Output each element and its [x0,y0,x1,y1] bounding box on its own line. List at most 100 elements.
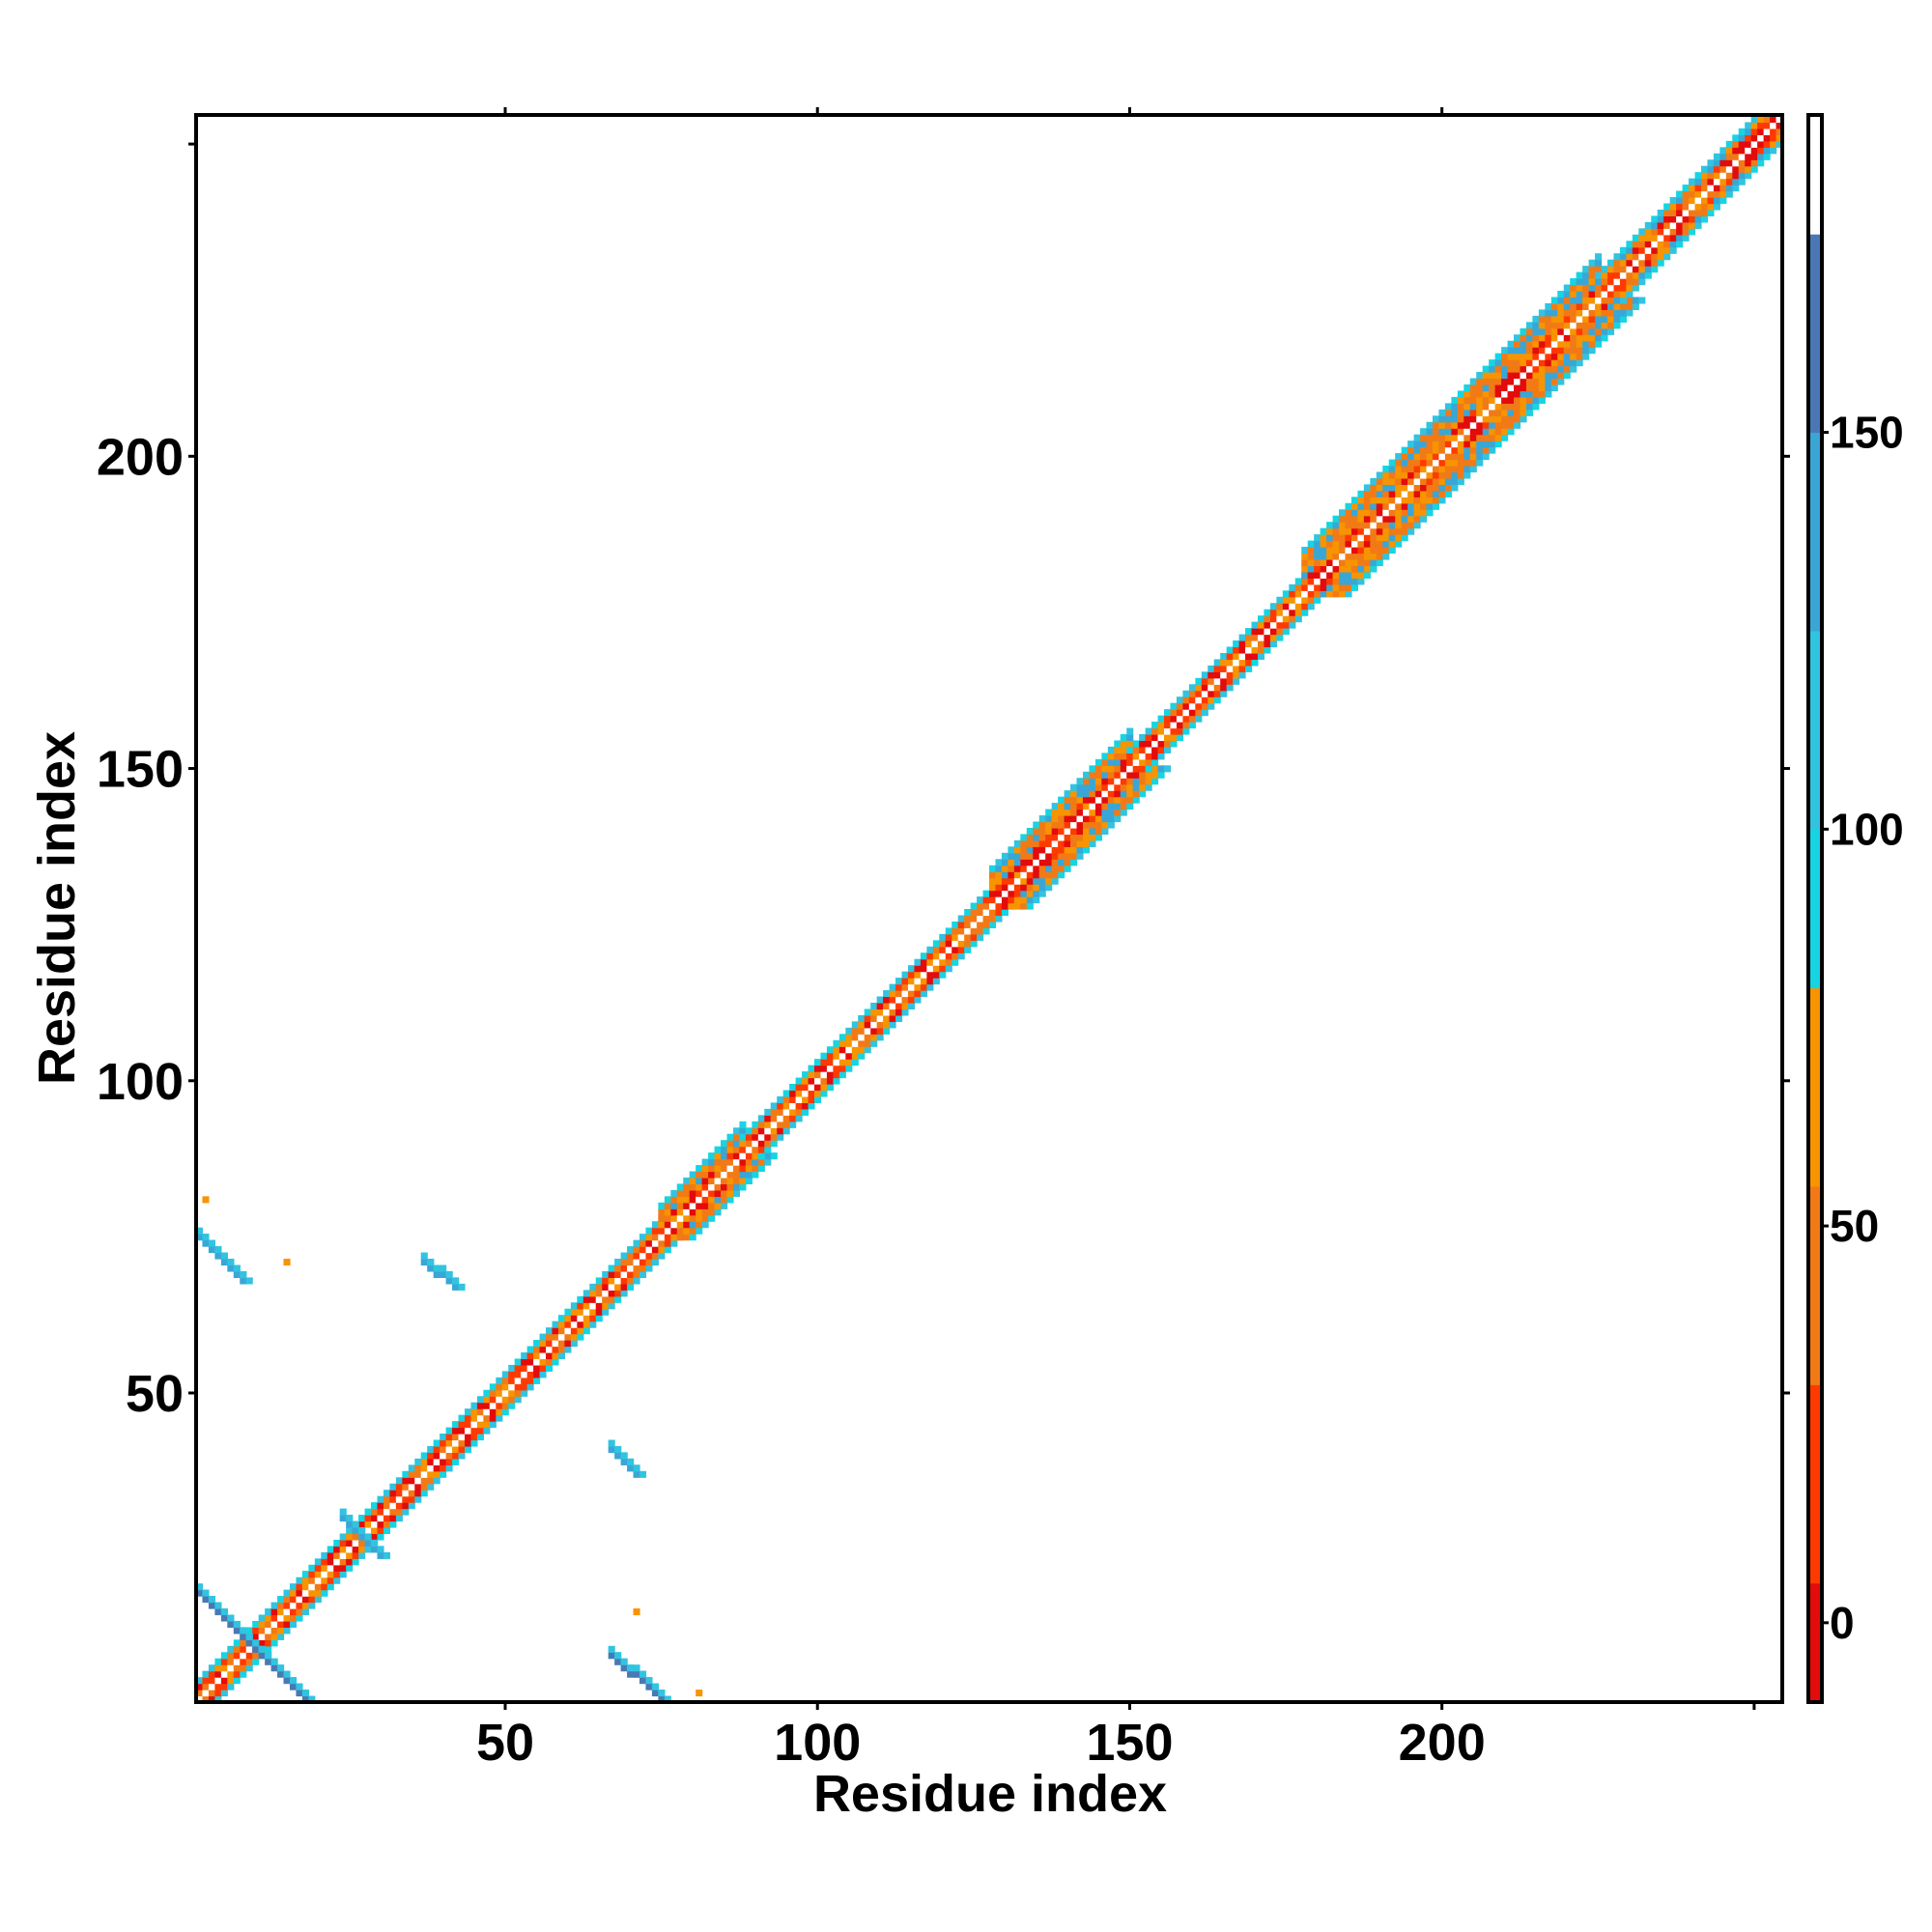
heatmap-cell [1170,722,1178,729]
heatmap-cell [1051,809,1059,816]
heatmap-cell [1689,190,1696,198]
heatmap-cell [1407,446,1415,454]
heatmap-cell [301,1596,309,1604]
heatmap-cell [782,1127,790,1135]
heatmap-cell [683,1196,691,1204]
heatmap-cell [1601,266,1608,273]
heatmap-cell [1432,453,1440,461]
heatmap-cell [664,1227,671,1235]
heatmap-cell [1520,409,1527,416]
heatmap-cell [1457,459,1464,467]
heatmap-cell [1613,297,1621,304]
heatmap-cell [1588,259,1596,267]
heatmap-cell [476,1414,484,1422]
heatmap-cell [433,1452,440,1460]
heatmap-cell [1413,522,1421,529]
heatmap-cell [1776,134,1783,142]
heatmap-cell [952,927,959,935]
heatmap-cell [377,1526,384,1535]
heatmap-cell [1164,727,1172,735]
heatmap-cell [1469,396,1477,404]
heatmap-cell [1201,690,1208,697]
heatmap-cell [939,965,947,973]
heatmap-cell [1182,715,1190,723]
heatmap-cell [296,1577,303,1584]
heatmap-cell [739,1177,747,1185]
heatmap-cell [1501,428,1509,436]
heatmap-cell [1157,740,1165,748]
heatmap-cell [445,1464,453,1472]
contact-cell [620,1664,628,1672]
contact-cell [614,1658,622,1665]
heatmap-cell [1525,347,1534,355]
heatmap-cell [876,1034,884,1041]
heatmap-cell [1644,234,1652,242]
heatmap-cell [1576,347,1583,355]
heatmap-cell [1350,509,1358,517]
heatmap-cell [1595,291,1603,298]
contact-cell [208,1239,215,1247]
heatmap-cell [1619,259,1627,267]
heatmap-cell [1732,172,1740,180]
heatmap-cell [1651,266,1659,273]
heatmap-cell [1507,372,1515,380]
heatmap-cell [752,1146,759,1153]
heatmap-cell [1606,302,1615,310]
heatmap-cell [358,1551,366,1559]
heatmap-cell [570,1302,578,1310]
heatmap-cell [1420,502,1428,510]
heatmap-cell [252,1633,260,1640]
heatmap-cell [395,1508,403,1516]
heatmap-cell [1476,372,1484,380]
heatmap-cell [1064,839,1071,847]
heatmap-cell [1051,877,1059,885]
heatmap-cell [1001,852,1009,860]
heatmap-cell [526,1358,534,1366]
heatmap-cell [1501,403,1509,411]
heatmap-cell [764,1158,772,1166]
heatmap-cell [1020,890,1028,897]
heatmap-cell [1520,365,1527,373]
heatmap-cell [1750,140,1758,148]
heatmap-cell [1070,803,1078,810]
y-tick-label: 200 [97,428,184,486]
heatmap-cell [957,940,965,948]
heatmap-cell [1689,197,1696,205]
heatmap-cell [1420,509,1428,517]
heatmap-cell [1563,359,1571,367]
heatmap-cell [1713,178,1720,185]
heatmap-cell [1420,428,1428,436]
heatmap-cell [557,1333,565,1341]
heatmap-cell [1725,172,1733,180]
heatmap-cell [333,1564,341,1572]
heatmap-cell [533,1346,541,1353]
heatmap-cell [1120,746,1127,753]
heatmap-cell [802,1102,810,1110]
heatmap-cell [383,1520,390,1528]
heatmap-cell [1076,821,1084,829]
heatmap-cell [1725,159,1733,167]
heatmap-cell [726,1183,734,1191]
heatmap-cell [277,1614,285,1622]
heatmap-cell [1651,221,1659,229]
contact-cell [620,1452,628,1460]
heatmap-cell [1582,284,1590,292]
heatmap-cell [1370,522,1378,529]
heatmap-cell [1663,234,1671,242]
heatmap-cell [245,1664,253,1672]
heatmap-cell [1776,122,1783,129]
heatmap-cell [1213,696,1221,704]
heatmap-cell [521,1383,528,1391]
heatmap-cell [539,1340,547,1348]
heatmap-cell [1139,753,1147,760]
heatmap-cell [377,1520,384,1528]
heatmap-cell [1376,527,1383,535]
heatmap-cell [1170,702,1178,710]
heatmap-cell [1514,334,1521,342]
heatmap-cell [1345,502,1352,510]
heatmap-cell [1570,297,1577,304]
heatmap-cell [1520,359,1527,367]
heatmap-cell [745,1133,753,1141]
heatmap-cell [1082,821,1091,829]
heatmap-cell [1426,453,1434,461]
